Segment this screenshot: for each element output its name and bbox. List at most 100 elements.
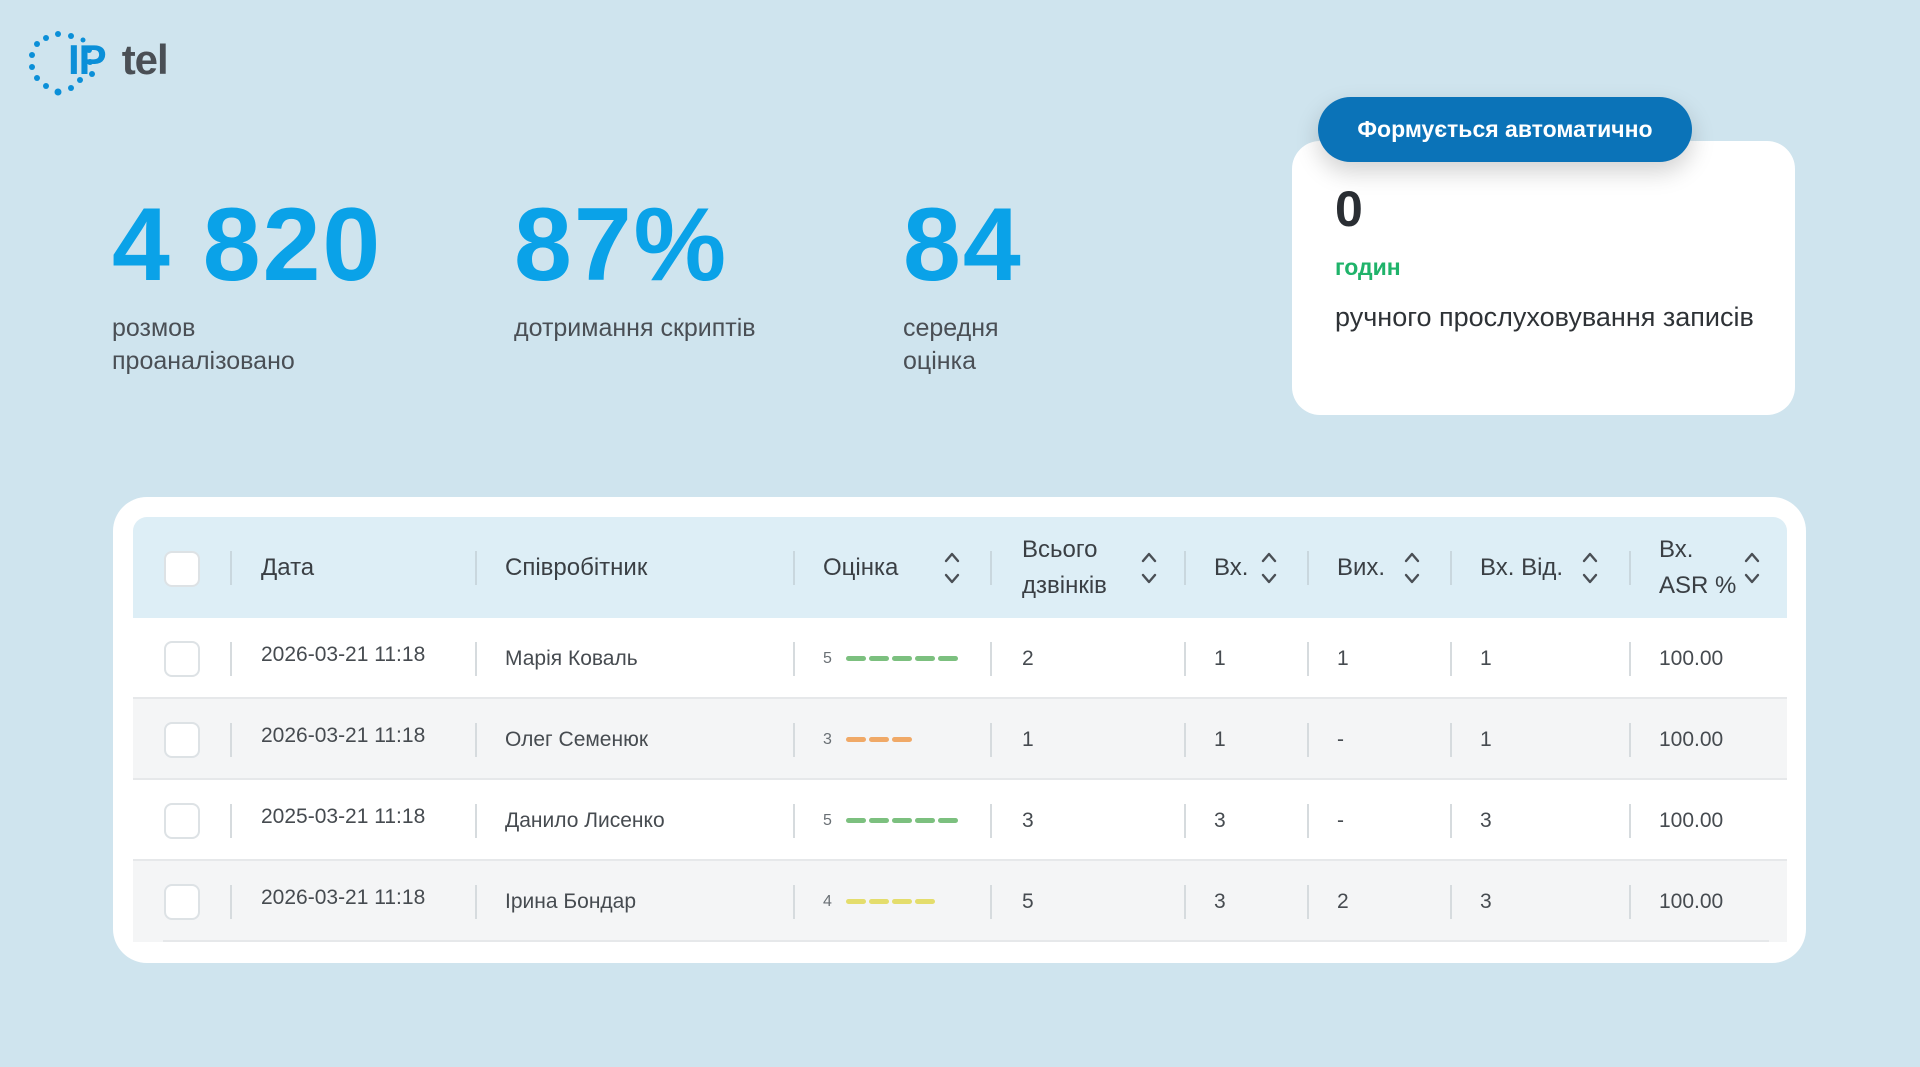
cell-incoming-answered: 1	[1480, 728, 1492, 751]
column-divider	[1629, 551, 1631, 585]
stat-conversations: 4 820 розмов проаналізовано	[112, 190, 382, 378]
cell-total: 2	[1022, 647, 1034, 670]
column-divider	[1629, 723, 1631, 757]
iptel-logo: IP tel	[28, 30, 169, 100]
stat-label: дотримання скриптів	[514, 314, 756, 342]
column-divider	[1184, 642, 1186, 676]
cell-rating: 3	[823, 731, 832, 748]
header-total-line1: Всього	[1022, 535, 1098, 563]
rating-bar-segment	[892, 899, 912, 904]
logo-ip: IP	[68, 36, 107, 83]
auto-hours-card	[1292, 141, 1795, 415]
rating-bar-segment	[846, 737, 866, 742]
row-checkbox[interactable]	[164, 641, 200, 677]
column-divider	[1307, 723, 1309, 757]
column-divider	[1450, 804, 1452, 838]
stat-value: 84	[903, 187, 1023, 303]
column-divider	[230, 804, 232, 838]
column-divider	[230, 642, 232, 676]
rating-bar-segment	[915, 818, 935, 823]
column-divider	[990, 642, 992, 676]
header-rating[interactable]: Оцінка	[823, 553, 899, 581]
table-row[interactable]: 2025-03-21 11:18 Данило Лисенко 3 3 - 3 100.00…	[133, 780, 1787, 861]
rating-bar-segment	[915, 656, 935, 661]
table-row[interactable]: 2026-03-21 11:18 Олег Семенюк 1 1 - 1 100.00 3	[133, 699, 1787, 780]
header-asr[interactable]: Вх. ASR %	[1659, 517, 1736, 618]
column-divider	[1629, 885, 1631, 919]
select-all-checkbox[interactable]	[164, 551, 200, 587]
cell-rating: 5	[823, 650, 832, 667]
rating-bar-segment	[846, 656, 866, 661]
header-outgoing[interactable]: Вих.	[1337, 553, 1386, 581]
cell-total: 3	[1022, 809, 1034, 832]
column-divider	[1629, 804, 1631, 838]
row-checkbox[interactable]	[164, 803, 200, 839]
column-divider	[1450, 885, 1452, 919]
cell-incoming: 1	[1214, 728, 1226, 751]
cell-outgoing: -	[1337, 809, 1344, 832]
table-header: Дата Співробітник Оцінка Всього дзвінків …	[133, 517, 1787, 618]
column-divider	[1307, 551, 1309, 585]
column-divider	[475, 885, 477, 919]
column-divider	[793, 885, 795, 919]
row-checkbox[interactable]	[164, 884, 200, 920]
header-total-calls[interactable]: Всього дзвінків	[1022, 517, 1107, 618]
header-asr-line2: ASR %	[1659, 571, 1737, 599]
column-divider	[793, 804, 795, 838]
column-divider	[1307, 804, 1309, 838]
column-divider	[475, 804, 477, 838]
sort-outgoing-icon[interactable]	[1403, 549, 1421, 587]
logo-text: IP tel	[68, 36, 169, 84]
stat-script-compliance: 87% дотримання скриптів	[514, 190, 774, 345]
logo-tel: tel	[121, 36, 169, 83]
column-divider	[1184, 551, 1186, 585]
hours-value: 0	[1335, 181, 1363, 237]
cell-asr: 100.00	[1659, 647, 1724, 670]
table-row[interactable]: 2026-03-21 11:18 Марія Коваль 2 1 1 1 100.00 5	[133, 618, 1787, 699]
row-divider	[133, 697, 1787, 699]
row-checkbox[interactable]	[164, 722, 200, 758]
column-divider	[990, 885, 992, 919]
cell-date: 2026-03-21 11:18	[261, 643, 426, 666]
stat-label: середня оцінка	[903, 314, 999, 375]
column-divider	[1450, 723, 1452, 757]
cell-employee: Олег Семенюк	[505, 728, 649, 751]
header-incoming-answered[interactable]: Вх. Від.	[1480, 553, 1564, 581]
cell-asr: 100.00	[1659, 728, 1724, 751]
rating-bar-segment	[869, 899, 889, 904]
column-divider	[1184, 723, 1186, 757]
cell-date: 2026-03-21 11:18	[261, 724, 426, 747]
cell-total: 5	[1022, 890, 1034, 913]
column-divider	[990, 723, 992, 757]
rating-bar-segment	[938, 818, 958, 823]
sort-asr-icon[interactable]	[1743, 549, 1761, 587]
column-divider	[475, 551, 477, 585]
sort-incoming-answered-icon[interactable]	[1581, 549, 1599, 587]
rating-bar-segment	[892, 737, 912, 742]
hours-description: ручного прослуховування записів	[1335, 302, 1754, 332]
column-divider	[990, 804, 992, 838]
cell-date: 2026-03-21 11:18	[261, 886, 426, 909]
cell-rating: 4	[823, 893, 832, 910]
header-incoming[interactable]: Вх.	[1214, 553, 1249, 581]
column-divider	[230, 551, 232, 585]
cell-outgoing: 1	[1337, 647, 1349, 670]
rating-bar-segment	[869, 818, 889, 823]
cell-date: 2025-03-21 11:18	[261, 805, 426, 828]
auto-generated-badge: Формується автоматично	[1318, 97, 1692, 162]
stat-label: розмов проаналізовано	[112, 314, 295, 375]
header-employee[interactable]: Співробітник	[505, 553, 648, 581]
logo-dots-icon	[29, 31, 95, 96]
table-row[interactable]: 2026-03-21 11:18 Ірина Бондар 5 3 2 3 100.00 4	[133, 861, 1787, 942]
header-date[interactable]: Дата	[261, 553, 315, 581]
calls-table: Дата Співробітник Оцінка Всього дзвінків …	[113, 497, 1806, 963]
sort-total-icon[interactable]	[1140, 549, 1158, 587]
stat-average-score: 84 середня оцінка	[903, 190, 1033, 378]
row-divider	[133, 859, 1787, 861]
column-divider	[990, 551, 992, 585]
sort-incoming-icon[interactable]	[1260, 549, 1278, 587]
column-divider	[1307, 642, 1309, 676]
sort-rating-icon[interactable]	[943, 549, 961, 587]
rating-bar-segment	[869, 656, 889, 661]
cell-outgoing: -	[1337, 728, 1344, 751]
